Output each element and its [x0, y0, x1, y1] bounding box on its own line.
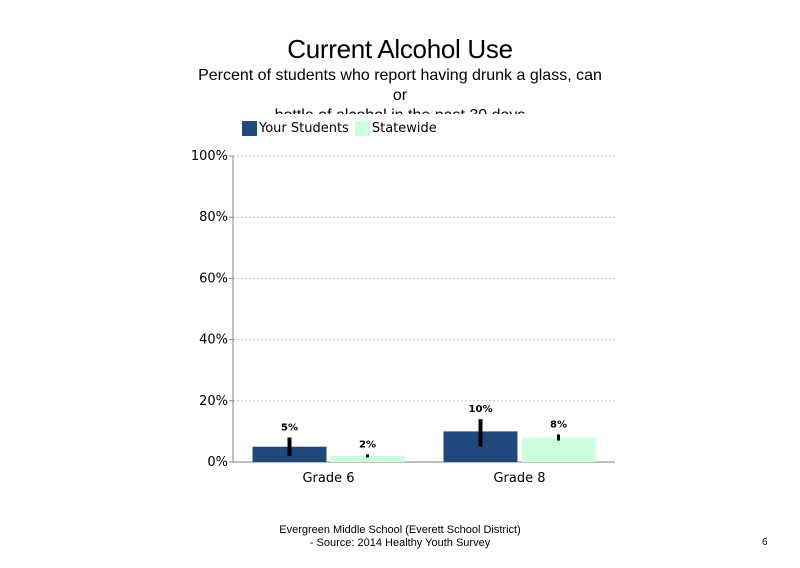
legend-label-your-students: Your Students: [259, 120, 349, 136]
x-tick-label: Grade 8: [493, 471, 545, 486]
bar-statewide: [330, 455, 405, 462]
y-tick-label: 100%: [191, 149, 228, 164]
page-number: 6: [762, 537, 768, 548]
legend-item-your-students: Your Students: [242, 120, 349, 136]
data-label: 8%: [550, 419, 567, 430]
data-label: 5%: [281, 423, 298, 434]
y-tick-label: 60%: [199, 271, 228, 286]
data-label: 10%: [469, 404, 493, 415]
error-bar: [557, 434, 560, 441]
error-bar: [287, 437, 292, 456]
legend-label-statewide: Statewide: [371, 120, 437, 136]
error-bar: [478, 419, 483, 447]
chart-legend: Your Students Statewide: [242, 119, 443, 137]
error-bar: [366, 454, 369, 458]
y-tick-label: 80%: [199, 210, 228, 225]
subtitle-line-1: Percent of students who report having dr…: [198, 67, 602, 84]
y-tick-label: 0%: [207, 455, 228, 470]
legend-swatch-statewide: [354, 120, 370, 136]
data-label: 2%: [359, 439, 376, 450]
subtitle-line-2: or: [392, 87, 408, 104]
footer-source: Evergreen Middle School (Everett School …: [250, 524, 550, 550]
x-tick-label: Grade 6: [302, 471, 354, 486]
bar-statewide: [521, 437, 596, 462]
y-tick-label: 40%: [199, 333, 228, 348]
legend-swatch-your-students: [242, 120, 257, 136]
footer-line-1: Evergreen Middle School (Everett School …: [279, 524, 521, 536]
chart-subtitle: Percent of students who report having dr…: [180, 66, 620, 114]
subtitle-line-3: bottle of alcohol in the past 30 days: [180, 106, 620, 114]
y-tick-label: 20%: [199, 394, 228, 409]
footer-line-2: - Source: 2014 Healthy Youth Survey: [309, 537, 491, 549]
chart-title: Current Alcohol Use: [287, 34, 513, 64]
legend-item-statewide: Statewide: [354, 120, 437, 136]
